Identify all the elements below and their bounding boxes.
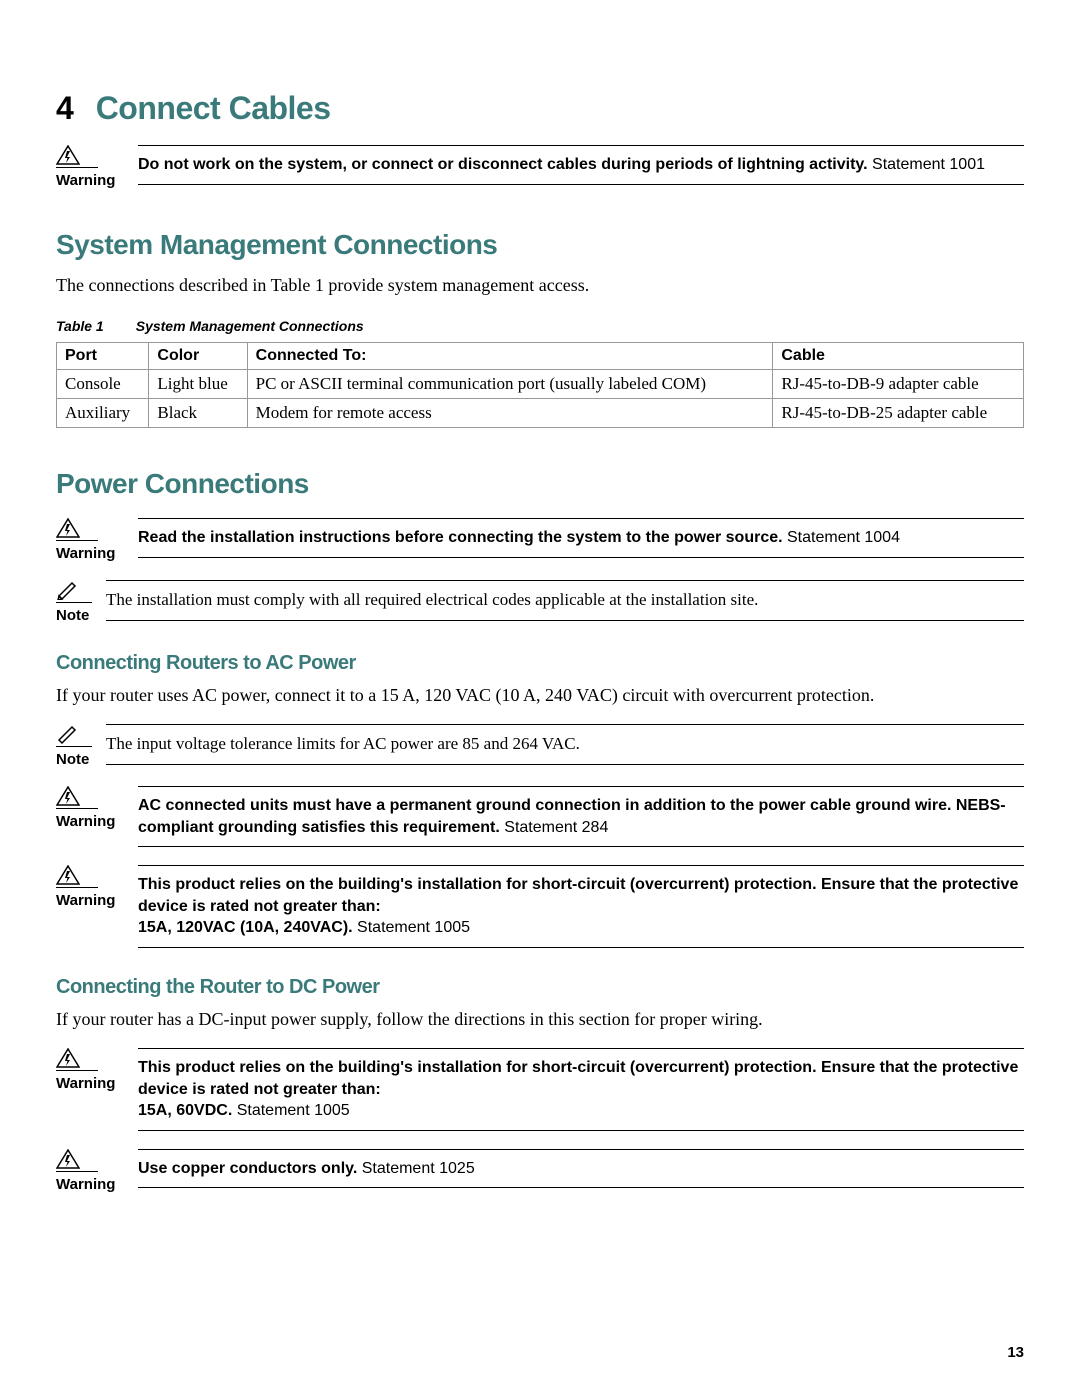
warning-text: Read the installation instructions befor… — [138, 529, 783, 546]
warning-text: This product relies on the building's in… — [138, 876, 1018, 915]
table-caption-prefix: Table 1 — [56, 318, 104, 334]
warning-text: This product relies on the building's in… — [138, 1059, 1018, 1098]
section-heading: 4 Connect Cables — [56, 90, 1024, 127]
table-cell: Auxiliary — [57, 399, 149, 428]
table-cell: Console — [57, 370, 149, 399]
subsection-heading: Power Connections — [56, 468, 1024, 500]
table-cell: PC or ASCII terminal communication port … — [247, 370, 773, 399]
warning-callout: Warning AC connected units must have a p… — [56, 786, 1024, 847]
note-text: The installation must comply with all re… — [106, 580, 1024, 621]
subsection-heading: System Management Connections — [56, 229, 1024, 261]
body-paragraph: If your router uses AC power, connect it… — [56, 685, 1024, 706]
note-callout: Note The installation must comply with a… — [56, 580, 1024, 624]
table-cell: RJ-45-to-DB-25 adapter cable — [773, 399, 1024, 428]
table-header: Connected To: — [247, 343, 773, 370]
note-text: The input voltage tolerance limits for A… — [106, 724, 1024, 765]
warning-icon — [56, 1149, 98, 1172]
warning-icon — [56, 518, 98, 541]
table-header-row: Port Color Connected To: Cable — [57, 343, 1024, 370]
note-label: Note — [56, 751, 89, 768]
note-icon — [56, 580, 92, 603]
warning-label: Warning — [56, 1075, 115, 1092]
warning-label: Warning — [56, 172, 115, 189]
warning-callout: Warning Use copper conductors only. Stat… — [56, 1149, 1024, 1193]
table-cell: RJ-45-to-DB-9 adapter cable — [773, 370, 1024, 399]
warning-statement: Statement 1005 — [232, 1102, 349, 1119]
table-header: Cable — [773, 343, 1024, 370]
warning-label: Warning — [56, 813, 115, 830]
note-callout: Note The input voltage tolerance limits … — [56, 724, 1024, 768]
warning-label: Warning — [56, 1176, 115, 1193]
warning-icon — [56, 145, 98, 168]
subsubsection-heading: Connecting Routers to AC Power — [56, 652, 1024, 675]
warning-statement: Statement 284 — [500, 819, 609, 836]
table-cell: Black — [149, 399, 247, 428]
table-row: Auxiliary Black Modem for remote access … — [57, 399, 1024, 428]
warning-icon — [56, 786, 98, 809]
warning-callout: Warning This product relies on the build… — [56, 1048, 1024, 1131]
table-cell: Light blue — [149, 370, 247, 399]
note-label: Note — [56, 607, 89, 624]
warning-text: Do not work on the system, or connect or… — [138, 156, 868, 173]
subsubsection-heading: Connecting the Router to DC Power — [56, 976, 1024, 999]
warning-label: Warning — [56, 892, 115, 909]
table-row: Console Light blue PC or ASCII terminal … — [57, 370, 1024, 399]
warning-icon — [56, 1048, 98, 1071]
warning-text: 15A, 60VDC. — [138, 1102, 232, 1119]
warning-statement: Statement 1025 — [357, 1160, 474, 1177]
warning-callout: Warning Do not work on the system, or co… — [56, 145, 1024, 189]
note-icon — [56, 724, 92, 747]
warning-text: 15A, 120VAC (10A, 240VAC). — [138, 919, 353, 936]
table-cell: Modem for remote access — [247, 399, 773, 428]
body-paragraph: If your router has a DC-input power supp… — [56, 1009, 1024, 1030]
table-header: Port — [57, 343, 149, 370]
warning-statement: Statement 1001 — [868, 156, 985, 173]
warning-label: Warning — [56, 545, 115, 562]
table-header: Color — [149, 343, 247, 370]
warning-text: Use copper conductors only. — [138, 1160, 357, 1177]
system-management-table: Port Color Connected To: Cable Console L… — [56, 342, 1024, 428]
section-title-text: Connect Cables — [96, 90, 331, 126]
table-caption: Table 1 System Management Connections — [56, 318, 1024, 334]
section-number: 4 — [56, 90, 73, 126]
page-number: 13 — [1007, 1344, 1024, 1361]
warning-icon — [56, 865, 98, 888]
warning-statement: Statement 1004 — [783, 529, 900, 546]
table-caption-title: System Management Connections — [136, 318, 364, 334]
warning-statement: Statement 1005 — [353, 919, 470, 936]
body-paragraph: The connections described in Table 1 pro… — [56, 275, 1024, 296]
warning-callout: Warning This product relies on the build… — [56, 865, 1024, 948]
warning-callout: Warning Read the installation instructio… — [56, 518, 1024, 562]
